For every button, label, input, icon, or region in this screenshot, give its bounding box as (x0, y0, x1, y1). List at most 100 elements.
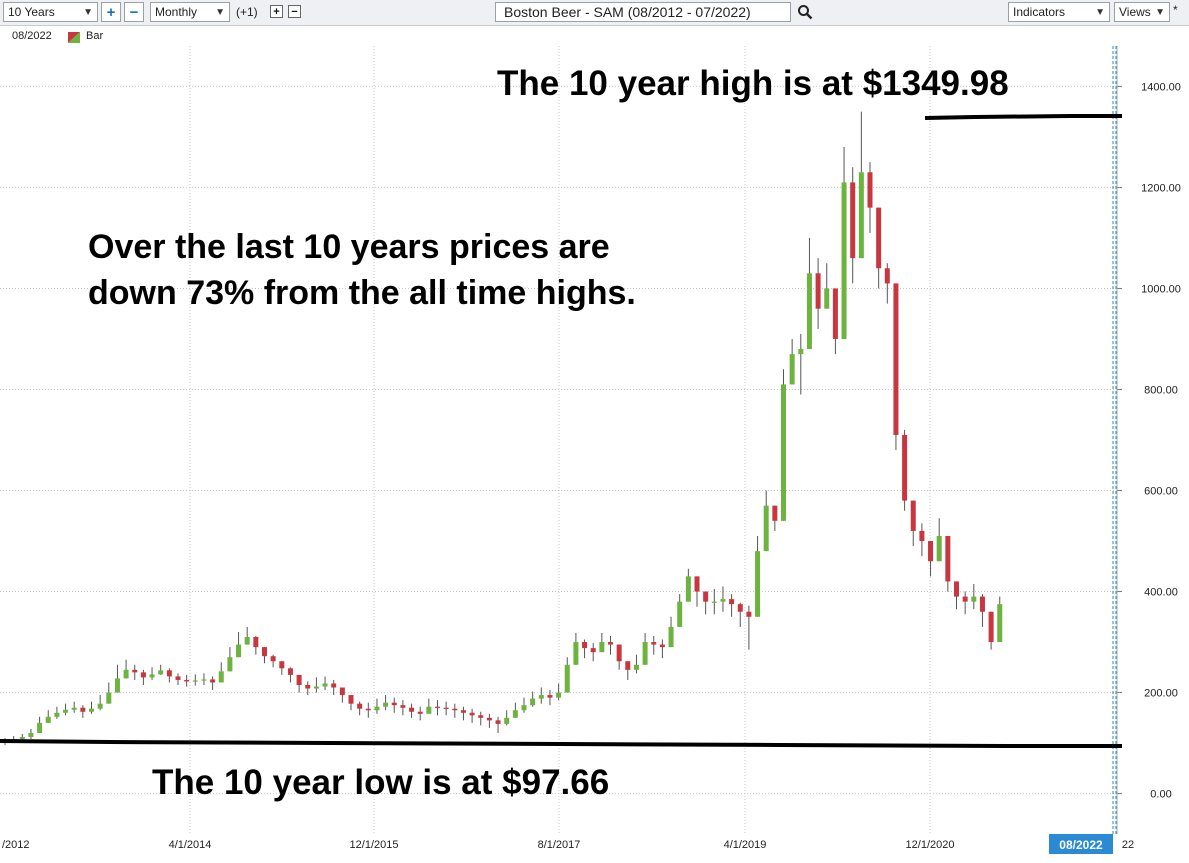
x-tick-label: /2012 (2, 839, 30, 851)
candle (149, 667, 155, 680)
candle (936, 518, 942, 562)
offset-label: (+1) (236, 5, 258, 19)
offset-minus-button[interactable]: − (288, 5, 301, 18)
candle (633, 654, 639, 674)
candle (893, 283, 899, 451)
candle (711, 589, 717, 615)
candle-body-down (729, 599, 735, 605)
candle-body-down (547, 695, 553, 698)
candle-body-up (322, 683, 328, 687)
candle (305, 681, 311, 696)
zoom-out-button[interactable]: − (124, 2, 144, 22)
candle (348, 695, 354, 711)
indicators-select-value: Indicators (1013, 5, 1066, 19)
drawdown-annotation-line2: down 73% from the all time highs. (88, 274, 636, 312)
candle (331, 679, 337, 696)
candle (798, 333, 804, 395)
candle-body-up (806, 273, 812, 350)
candle-body-up (824, 288, 830, 309)
candle (452, 703, 458, 718)
candle-body-down (876, 207, 882, 269)
candle (659, 639, 665, 659)
candle-body-up (158, 670, 164, 675)
candle-body-up (711, 601, 717, 603)
candle-body-down (469, 712, 475, 716)
candle-body-down (608, 642, 613, 645)
candle-body-up (858, 172, 864, 259)
date-badge: 08/2022 (1049, 834, 1113, 854)
candle (400, 700, 406, 716)
search-button[interactable] (795, 2, 815, 22)
candle-body-up (668, 626, 674, 648)
candle-body-down (495, 720, 501, 724)
candle-body-down (175, 676, 181, 680)
candle-body-up (504, 717, 510, 724)
candle-body-up (201, 679, 207, 681)
candle-body-up (63, 709, 69, 713)
candle (945, 535, 951, 592)
candle-body-down (166, 670, 172, 677)
candle (443, 701, 449, 716)
candle (547, 690, 553, 706)
chevron-down-icon: ▼ (1095, 6, 1105, 18)
candle (876, 207, 882, 289)
interval-select-value: Monthly (155, 5, 198, 19)
candle-body-down (210, 679, 216, 683)
zoom-in-button[interactable]: + (101, 2, 121, 22)
candle-body-down (287, 668, 293, 675)
candle-body-up (313, 686, 319, 689)
views-select[interactable]: Views ▼ (1114, 2, 1170, 22)
candle-body-up (936, 535, 942, 562)
candle (383, 695, 389, 711)
candle (469, 708, 475, 723)
candle-body-up (383, 702, 389, 707)
candle (218, 662, 224, 683)
candle-body-up (123, 669, 129, 679)
indicators-select[interactable]: Indicators ▼ (1008, 2, 1110, 22)
candle-body-up (106, 692, 112, 704)
candle (97, 695, 103, 711)
candle (417, 706, 423, 721)
candle (564, 657, 570, 693)
candle-body-up (218, 671, 224, 683)
candle (339, 687, 345, 703)
candle (409, 703, 415, 718)
candle-body-down (893, 283, 899, 435)
candle (590, 643, 596, 662)
bar-style-icon (68, 32, 80, 46)
candle (703, 591, 709, 615)
candle-body-down (919, 530, 925, 542)
candle-body-up (720, 599, 726, 602)
magnifier-icon (798, 5, 813, 20)
candle (772, 505, 778, 531)
candle-body-down (694, 576, 700, 592)
candle (573, 632, 579, 665)
candle (538, 687, 544, 704)
candle (625, 661, 631, 680)
interval-select[interactable]: Monthly ▼ (150, 2, 230, 22)
offset-plus-button[interactable]: + (270, 5, 283, 18)
candle-body-down (80, 707, 86, 712)
candle (486, 713, 492, 728)
candle (227, 647, 233, 672)
candle (89, 701, 94, 714)
candle (971, 583, 977, 610)
candle (651, 635, 657, 655)
info-style-label: Bar (86, 30, 104, 42)
candle-body-up (236, 644, 242, 658)
candle (28, 728, 34, 740)
low-annotation: The 10 year low is at $97.66 (152, 763, 609, 802)
price-chart[interactable]: 0.00 200.00 400.00 600.00 800.00 1000.00 1200.… (0, 26, 1189, 863)
candle-body-down (460, 710, 466, 713)
candle (166, 668, 172, 683)
chevron-down-icon: ▼ (83, 6, 93, 18)
candle-body-up (244, 637, 250, 645)
range-select[interactable]: 10 Years ▼ (3, 2, 98, 22)
candle-body-down (737, 604, 743, 612)
candle (832, 288, 838, 355)
candle (140, 669, 146, 685)
candlestick-series (2, 111, 1003, 746)
candle (287, 667, 293, 683)
candle (106, 682, 112, 704)
candle-body-up (573, 642, 579, 665)
